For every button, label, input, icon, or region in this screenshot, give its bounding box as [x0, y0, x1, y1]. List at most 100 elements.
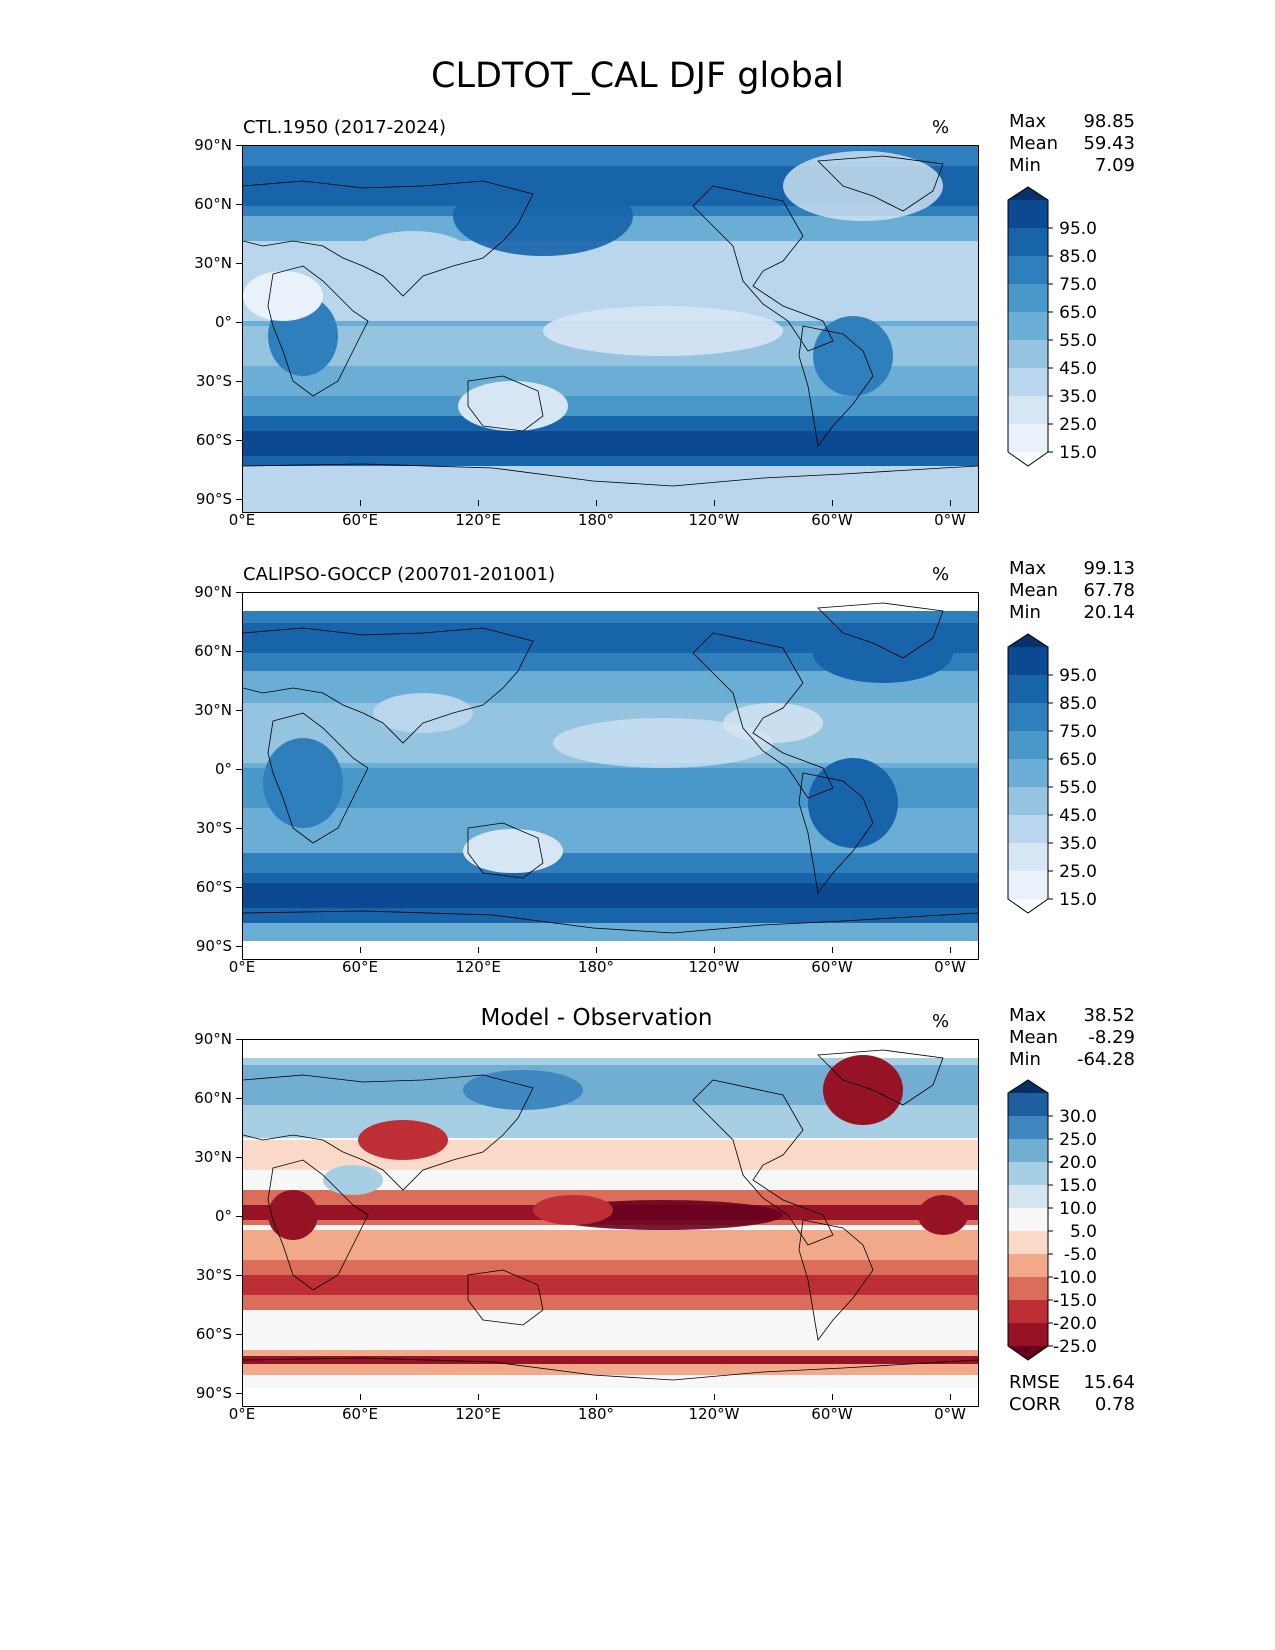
- lat-tick-label: 90°N: [194, 1030, 232, 1048]
- lon-tick: [714, 1394, 716, 1400]
- colorbar-tick-label: 15.0: [1059, 890, 1097, 910]
- colorbar-tick-label: 75.0: [1059, 722, 1097, 742]
- colorbar-svg: 95.085.075.065.055.045.035.025.015.05.0: [1007, 633, 1097, 914]
- field-blob: [918, 1195, 968, 1235]
- lat-tick-label: 60°S: [195, 1325, 232, 1343]
- field-blob: [263, 738, 343, 828]
- stat-min-label: Min: [1009, 1049, 1041, 1070]
- colorbar-segment: [1008, 759, 1048, 788]
- colorbar-tick-label: 30.0: [1059, 1107, 1097, 1127]
- field-blob: [373, 693, 473, 733]
- lon-tick-label: 180°: [577, 1405, 615, 1423]
- field-blob: [783, 151, 943, 221]
- colorbar-segment: [1008, 1162, 1048, 1186]
- colorbar-segment: [1008, 1300, 1048, 1324]
- lon-tick-label: 0°E: [228, 511, 256, 529]
- colorbar-extend-max: [1008, 187, 1048, 200]
- panel-1-units: %: [932, 117, 950, 138]
- panel-3-colorbar: 30.0 25.0 20.0 15.0 10.0 5.0 -5.0 -10.0 -15.0 -20…: [1007, 1079, 1137, 1362]
- lat-tick: [236, 710, 242, 712]
- lat-tick-label: 30°N: [194, 701, 232, 719]
- corr-value: 0.78: [1094, 1394, 1135, 1415]
- field-band: [243, 431, 978, 456]
- colorbar-segment: [1008, 1323, 1048, 1347]
- stat-min-value: 20.14: [1083, 602, 1135, 623]
- colorbar-segment: [1008, 424, 1048, 453]
- lon-tick-label: 0°W: [934, 958, 966, 976]
- lat-tick: [236, 322, 242, 324]
- field-blob: [458, 381, 568, 431]
- coastline: [467, 375, 544, 432]
- field-band: [243, 883, 978, 908]
- lon-tick: [360, 947, 362, 953]
- lat-tick: [236, 1393, 242, 1395]
- lat-tick: [236, 1039, 242, 1041]
- lat-tick-label: 30°S: [195, 372, 232, 390]
- field-blob: [358, 1120, 448, 1160]
- colorbar-tick-label: 45.0: [1059, 806, 1097, 826]
- colorbar-tick-label: 55.0: [1059, 778, 1097, 798]
- coastline: [243, 910, 978, 934]
- coastline: [817, 1049, 944, 1106]
- lon-tick-label: 180°: [577, 511, 615, 529]
- colorbar-tick-label: 65.0: [1059, 303, 1097, 323]
- colorbar-tick-label: -30.0: [1053, 1360, 1097, 1362]
- panel-3-title: Model - Observation: [480, 1005, 713, 1031]
- colorbar-tick-label: 95.0: [1059, 666, 1097, 686]
- colorbar-tick-label: 25.0: [1059, 862, 1097, 882]
- coastline: [467, 1269, 544, 1326]
- rmse-value: 15.64: [1083, 1372, 1135, 1393]
- colorbar-segment: [1008, 1208, 1048, 1232]
- colorbar-tick-label: 5.0: [1070, 1222, 1097, 1242]
- lat-tick-label: 60°S: [195, 431, 232, 449]
- coastline: [798, 325, 874, 447]
- panel-2-colorbar: 95.085.075.065.055.045.035.025.015.05.0: [1007, 633, 1137, 915]
- lat-tick: [236, 1216, 242, 1218]
- colorbar-tick-label: 55.0: [1059, 331, 1097, 351]
- coastline: [267, 1159, 369, 1291]
- lat-tick: [236, 946, 242, 948]
- field-blob: [533, 1195, 613, 1225]
- stat-max-label: Max: [1009, 558, 1047, 579]
- stat-min-label: Min: [1009, 602, 1041, 623]
- coastline: [817, 155, 944, 212]
- stat-mean-label: Mean: [1009, 133, 1059, 154]
- colorbar-tick-label: 10.0: [1059, 1199, 1097, 1219]
- field-band: [243, 466, 978, 512]
- colorbar-segment: [1008, 284, 1048, 313]
- colorbar-tick-label: 35.0: [1059, 834, 1097, 854]
- lon-tick: [242, 1394, 244, 1400]
- lon-tick: [832, 1394, 834, 1400]
- lon-tick: [242, 500, 244, 506]
- stat-max-value: 99.13: [1083, 558, 1135, 579]
- lon-tick-label: 60°W: [811, 1405, 853, 1423]
- panel-1-colorbar: 95.085.075.065.055.045.035.025.015.05.0: [1007, 186, 1137, 468]
- lon-tick-label: 0°W: [934, 511, 966, 529]
- lat-tick-label: 30°N: [194, 254, 232, 272]
- coastline: [817, 602, 944, 659]
- field-blob: [353, 231, 473, 281]
- lon-tick: [360, 1394, 362, 1400]
- lon-tick: [596, 500, 598, 506]
- lat-tick: [236, 592, 242, 594]
- colorbar-segment: [1008, 396, 1048, 425]
- colorbar-tick-label: -10.0: [1053, 1268, 1097, 1288]
- lon-tick-label: 120°W: [688, 1405, 740, 1423]
- lon-tick: [714, 500, 716, 506]
- field-band: [243, 1356, 978, 1364]
- stat-mean-label: Mean: [1009, 580, 1059, 601]
- stat-mean-value: 67.78: [1083, 580, 1135, 601]
- field-blob: [723, 703, 823, 743]
- stat-min-value: -64.28: [1076, 1049, 1135, 1070]
- lon-tick: [596, 1394, 598, 1400]
- field-blob: [268, 1190, 318, 1240]
- field-band: [243, 1310, 978, 1355]
- colorbar-segment: [1008, 787, 1048, 816]
- stat-min-value: 7.09: [1094, 155, 1135, 176]
- colorbar-extend-min: [1008, 1346, 1048, 1360]
- colorbar-segment: [1008, 1093, 1048, 1117]
- colorbar-segment: [1008, 1231, 1048, 1255]
- lon-tick-label: 180°: [577, 958, 615, 976]
- lon-tick: [950, 500, 952, 506]
- lat-tick: [236, 1098, 242, 1100]
